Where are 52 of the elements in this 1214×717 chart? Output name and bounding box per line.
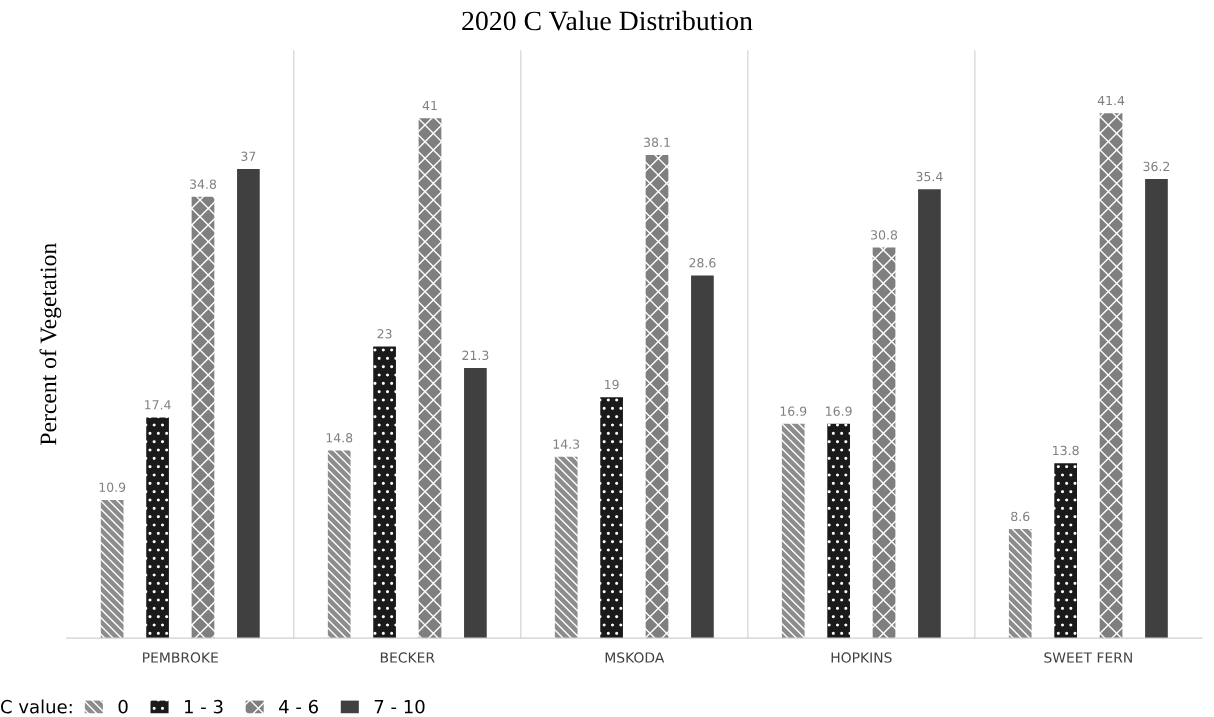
bar xyxy=(1145,179,1168,639)
data-label: 36.2 xyxy=(1143,161,1170,172)
legend-label: 7 - 10 xyxy=(374,699,425,714)
data-label: 30.8 xyxy=(871,230,898,240)
data-label: 10.9 xyxy=(99,482,126,492)
bar xyxy=(191,196,215,639)
legend-label: 1 - 3 xyxy=(185,699,223,714)
bar xyxy=(781,423,805,639)
x-tick-label: SWEET FERN xyxy=(1044,652,1132,663)
data-label: 8.6 xyxy=(1011,511,1030,522)
bar xyxy=(600,397,623,639)
data-label: 41 xyxy=(422,100,437,111)
bar xyxy=(1099,113,1123,639)
bar xyxy=(237,168,260,639)
bar xyxy=(827,423,850,639)
x-tick-label: BECKER xyxy=(380,652,435,663)
data-label: 19 xyxy=(605,379,619,390)
chart-title: 2020 C Value Distribution xyxy=(462,10,753,31)
bar xyxy=(146,417,169,639)
bar xyxy=(918,189,941,639)
bar xyxy=(1008,529,1032,639)
legend-title: C value: xyxy=(1,699,72,714)
bar xyxy=(554,456,578,639)
data-label: 13.8 xyxy=(1053,445,1079,456)
bar xyxy=(373,346,396,639)
data-label: 16.9 xyxy=(780,406,807,416)
data-label: 34.8 xyxy=(190,179,217,189)
y-axis-title: Percent of Vegetation xyxy=(39,243,62,445)
data-label: 16.9 xyxy=(826,406,852,416)
data-label: 38.1 xyxy=(644,137,670,148)
x-tick-label: HOPKINS xyxy=(831,652,892,663)
data-label: 41.4 xyxy=(1097,95,1125,106)
data-label: 14.3 xyxy=(553,439,580,449)
x-tick-label: MSKODA xyxy=(605,652,665,663)
bar xyxy=(1054,463,1077,639)
data-label: 21.3 xyxy=(462,350,489,361)
x-tick-label: PEMBROKE xyxy=(143,652,218,663)
bar xyxy=(418,118,442,639)
legend-label: 4 - 6 xyxy=(279,699,318,714)
bar xyxy=(100,499,124,639)
bar xyxy=(691,275,714,639)
data-label: 37 xyxy=(241,151,256,161)
data-label: 23 xyxy=(377,329,392,339)
legend-label: 0 xyxy=(118,699,128,714)
data-label: 28.6 xyxy=(689,258,716,268)
data-label: 14.8 xyxy=(326,433,353,443)
data-label: 35.4 xyxy=(916,171,943,182)
bar xyxy=(327,450,351,639)
bar xyxy=(645,155,669,639)
bar xyxy=(872,247,896,639)
data-label: 17.4 xyxy=(145,400,171,410)
bar xyxy=(464,368,487,639)
